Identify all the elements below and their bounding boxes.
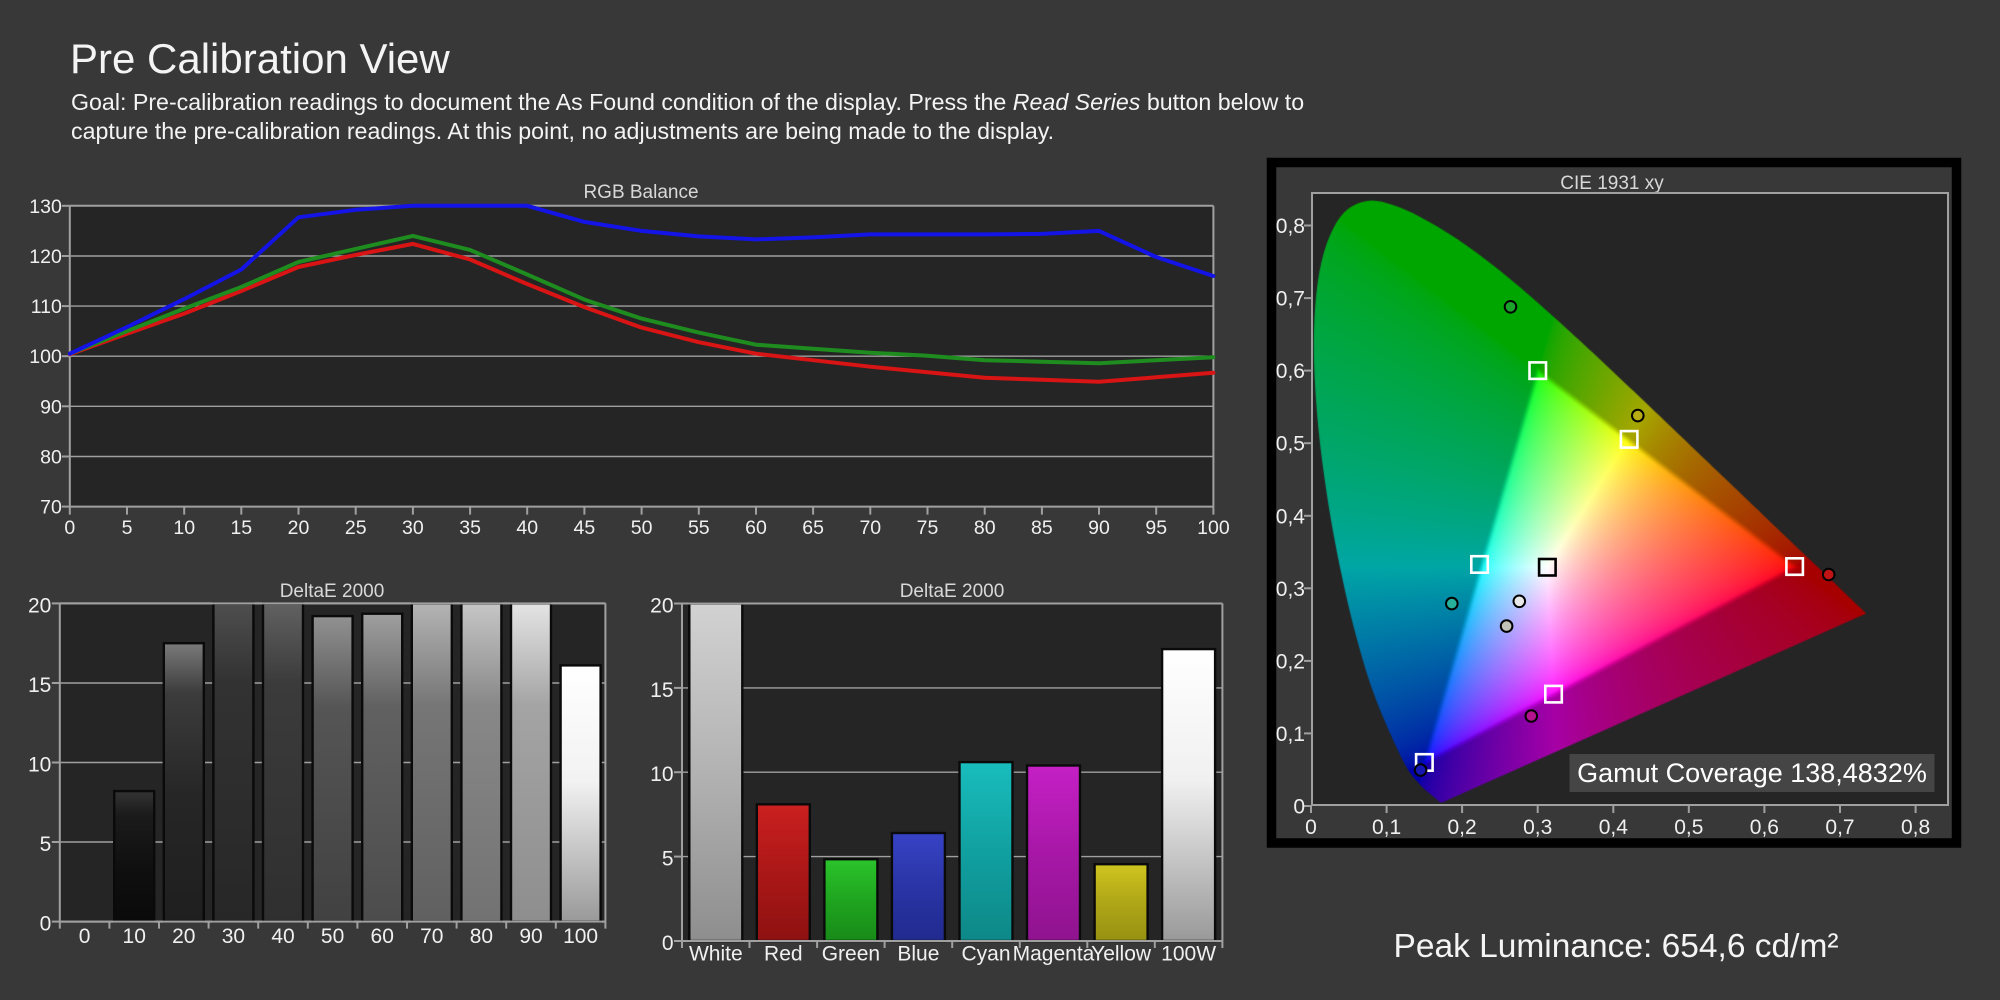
svg-text:10: 10	[650, 763, 673, 786]
svg-text:0,2: 0,2	[1276, 650, 1305, 673]
svg-text:0,5: 0,5	[1674, 816, 1703, 839]
svg-text:80: 80	[974, 517, 996, 539]
svg-text:0: 0	[40, 913, 52, 936]
svg-text:50: 50	[321, 925, 344, 948]
svg-text:0,4: 0,4	[1599, 816, 1629, 839]
svg-text:capture the pre-calibration re: capture the pre-calibration readings. At…	[71, 118, 1054, 144]
svg-text:0: 0	[1305, 816, 1317, 839]
svg-text:0,3: 0,3	[1523, 816, 1552, 839]
svg-text:0: 0	[1293, 796, 1305, 819]
svg-text:Goal: Pre-calibration readings: Goal: Pre-calibration readings to docume…	[71, 89, 1304, 115]
svg-text:20: 20	[288, 517, 310, 539]
svg-text:20: 20	[172, 925, 195, 948]
svg-text:20: 20	[28, 594, 51, 617]
svg-text:0: 0	[79, 925, 91, 948]
svg-text:30: 30	[402, 517, 424, 539]
svg-text:85: 85	[1031, 517, 1053, 539]
svg-text:65: 65	[802, 517, 824, 539]
svg-text:35: 35	[459, 517, 481, 539]
svg-text:130: 130	[29, 196, 62, 218]
svg-text:Pre Calibration View: Pre Calibration View	[70, 35, 450, 82]
svg-text:45: 45	[574, 517, 596, 539]
svg-text:DeltaE 2000: DeltaE 2000	[900, 581, 1005, 602]
svg-text:15: 15	[230, 517, 252, 539]
svg-text:10: 10	[123, 925, 146, 948]
svg-text:0,7: 0,7	[1825, 816, 1854, 839]
svg-text:70: 70	[40, 497, 62, 519]
svg-text:50: 50	[631, 517, 653, 539]
svg-text:60: 60	[745, 517, 767, 539]
svg-text:0,8: 0,8	[1276, 215, 1305, 238]
svg-text:110: 110	[31, 296, 62, 318]
svg-text:40: 40	[271, 925, 294, 948]
svg-text:Red: Red	[764, 943, 803, 966]
svg-text:10: 10	[28, 754, 51, 777]
svg-text:Cyan: Cyan	[961, 943, 1010, 966]
svg-text:30: 30	[222, 925, 245, 948]
svg-text:5: 5	[662, 848, 674, 871]
svg-text:0,3: 0,3	[1276, 578, 1305, 601]
svg-text:20: 20	[650, 595, 673, 618]
svg-text:40: 40	[516, 517, 538, 539]
svg-text:0,1: 0,1	[1372, 816, 1401, 839]
svg-text:95: 95	[1145, 517, 1167, 539]
svg-text:Blue: Blue	[897, 943, 939, 966]
svg-text:15: 15	[650, 679, 673, 702]
svg-text:Yellow: Yellow	[1091, 943, 1152, 966]
svg-text:15: 15	[28, 674, 51, 697]
svg-text:Gamut Coverage 138,4832%: Gamut Coverage 138,4832%	[1577, 758, 1927, 788]
svg-text:0,7: 0,7	[1276, 288, 1305, 311]
svg-text:75: 75	[917, 517, 939, 539]
svg-text:RGB Balance: RGB Balance	[583, 182, 698, 203]
svg-text:0: 0	[64, 517, 75, 539]
svg-text:Green: Green	[822, 943, 880, 966]
svg-text:25: 25	[345, 517, 367, 539]
svg-text:Peak Luminance: 654,6 cd/m²: Peak Luminance: 654,6 cd/m²	[1393, 928, 1838, 965]
svg-text:100: 100	[563, 925, 598, 948]
svg-text:0,2: 0,2	[1447, 816, 1476, 839]
svg-text:90: 90	[1088, 517, 1110, 539]
svg-text:0: 0	[662, 932, 674, 955]
svg-text:90: 90	[519, 925, 542, 948]
svg-text:100: 100	[1197, 517, 1230, 539]
svg-text:DeltaE 2000: DeltaE 2000	[280, 581, 385, 602]
svg-text:0,6: 0,6	[1750, 816, 1779, 839]
svg-text:Magenta: Magenta	[1013, 943, 1095, 966]
svg-text:5: 5	[122, 517, 133, 539]
svg-text:100: 100	[29, 346, 62, 368]
svg-text:100W: 100W	[1161, 943, 1216, 966]
svg-text:White: White	[689, 943, 743, 966]
svg-text:0,8: 0,8	[1901, 816, 1930, 839]
svg-text:80: 80	[40, 447, 62, 469]
svg-text:70: 70	[859, 517, 881, 539]
svg-text:10: 10	[173, 517, 195, 539]
svg-text:120: 120	[29, 246, 62, 268]
svg-text:90: 90	[40, 396, 62, 418]
svg-text:55: 55	[688, 517, 710, 539]
svg-text:0,4: 0,4	[1276, 505, 1306, 528]
svg-text:60: 60	[371, 925, 394, 948]
svg-text:70: 70	[420, 925, 443, 948]
svg-text:5: 5	[40, 833, 52, 856]
svg-text:0,1: 0,1	[1276, 723, 1305, 746]
svg-text:0,5: 0,5	[1276, 433, 1305, 456]
svg-text:80: 80	[470, 925, 493, 948]
svg-text:CIE 1931 xy: CIE 1931 xy	[1560, 173, 1664, 194]
svg-text:0,6: 0,6	[1276, 360, 1305, 383]
